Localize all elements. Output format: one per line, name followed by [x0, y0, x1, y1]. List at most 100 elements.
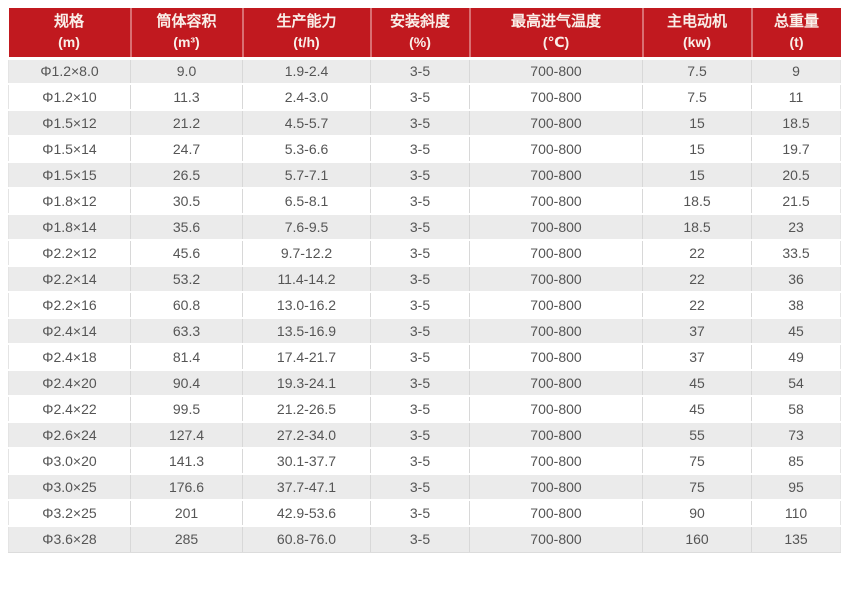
- cell-weight: 58: [751, 395, 841, 422]
- spec-table-body: Φ1.2×8.0 9.0 1.9-2.4 3-5 700-800 7.5 9 Φ1.2×10 1…: [8, 57, 841, 553]
- cell-capacity: 17.4-21.7: [242, 343, 371, 370]
- cell-motor: 75: [642, 473, 752, 500]
- cell-volume: 35.6: [130, 213, 243, 240]
- cell-capacity: 5.3-6.6: [242, 135, 371, 162]
- cell-capacity: 27.2-34.0: [242, 421, 371, 448]
- cell-volume: 90.4: [130, 369, 243, 396]
- cell-spec: Φ1.8×14: [8, 213, 131, 240]
- table-row: Φ2.2×12 45.6 9.7-12.2 3-5 700-800 22 33.5: [8, 239, 841, 266]
- cell-weight: 95: [751, 473, 841, 500]
- table-row: Φ1.2×10 11.3 2.4-3.0 3-5 700-800 7.5 11: [8, 83, 841, 110]
- cell-capacity: 60.8-76.0: [242, 525, 371, 553]
- cell-motor: 45: [642, 369, 752, 396]
- header-title: 总重量: [773, 12, 819, 30]
- cell-motor: 15: [642, 161, 752, 188]
- cell-capacity: 11.4-14.2: [242, 265, 371, 292]
- cell-weight: 33.5: [751, 239, 841, 266]
- header-unit: (℃): [542, 33, 570, 50]
- table-row: Φ1.5×15 26.5 5.7-7.1 3-5 700-800 15 20.5: [8, 161, 841, 188]
- cell-temperature: 700-800: [469, 83, 643, 110]
- cell-slope: 3-5: [370, 83, 470, 110]
- cell-weight: 20.5: [751, 161, 841, 188]
- table-row: Φ2.4×14 63.3 13.5-16.9 3-5 700-800 37 45: [8, 317, 841, 344]
- cell-spec: Φ3.2×25: [8, 499, 131, 526]
- cell-capacity: 4.5-5.7: [242, 109, 371, 136]
- table-row: Φ1.5×14 24.7 5.3-6.6 3-5 700-800 15 19.7: [8, 135, 841, 162]
- cell-slope: 3-5: [370, 239, 470, 266]
- cell-spec: Φ3.6×28: [8, 525, 131, 553]
- cell-spec: Φ3.0×25: [8, 473, 131, 500]
- cell-motor: 18.5: [642, 187, 752, 214]
- cell-capacity: 7.6-9.5: [242, 213, 371, 240]
- cell-spec: Φ2.4×14: [8, 317, 131, 344]
- cell-motor: 15: [642, 135, 752, 162]
- cell-weight: 110: [751, 499, 841, 526]
- table-row: Φ1.5×12 21.2 4.5-5.7 3-5 700-800 15 18.5: [8, 109, 841, 136]
- spec-table: 规格 (m) 筒体容积 (m³) 生产能力 (t/h) 安装斜度 (%) 最高进…: [8, 8, 841, 553]
- cell-temperature: 700-800: [469, 187, 643, 214]
- header-title: 安装斜度: [389, 12, 450, 30]
- cell-motor: 75: [642, 447, 752, 474]
- cell-capacity: 6.5-8.1: [242, 187, 371, 214]
- cell-volume: 11.3: [130, 83, 243, 110]
- cell-capacity: 37.7-47.1: [242, 473, 371, 500]
- cell-temperature: 700-800: [469, 499, 643, 526]
- cell-capacity: 13.0-16.2: [242, 291, 371, 318]
- table-row: Φ2.2×16 60.8 13.0-16.2 3-5 700-800 22 38: [8, 291, 841, 318]
- cell-weight: 38: [751, 291, 841, 318]
- cell-weight: 9: [751, 57, 841, 84]
- header-title: 生产能力: [276, 12, 337, 30]
- header-unit: (t): [789, 33, 804, 50]
- table-row: Φ3.0×25 176.6 37.7-47.1 3-5 700-800 75 95: [8, 473, 841, 500]
- cell-motor: 160: [642, 525, 752, 553]
- table-row: Φ3.2×25 201 42.9-53.6 3-5 700-800 90 110: [8, 499, 841, 526]
- cell-volume: 9.0: [130, 57, 243, 84]
- cell-temperature: 700-800: [469, 213, 643, 240]
- cell-temperature: 700-800: [469, 57, 643, 84]
- cell-temperature: 700-800: [469, 447, 643, 474]
- cell-capacity: 5.7-7.1: [242, 161, 371, 188]
- cell-slope: 3-5: [370, 525, 470, 553]
- cell-spec: Φ1.8×12: [8, 187, 131, 214]
- cell-temperature: 700-800: [469, 135, 643, 162]
- cell-weight: 135: [751, 525, 841, 553]
- cell-spec: Φ1.5×15: [8, 161, 131, 188]
- cell-spec: Φ2.2×16: [8, 291, 131, 318]
- cell-slope: 3-5: [370, 213, 470, 240]
- table-row: Φ1.2×8.0 9.0 1.9-2.4 3-5 700-800 7.5 9: [8, 57, 841, 84]
- cell-temperature: 700-800: [469, 395, 643, 422]
- cell-weight: 45: [751, 317, 841, 344]
- table-row: Φ2.4×22 99.5 21.2-26.5 3-5 700-800 45 58: [8, 395, 841, 422]
- cell-spec: Φ2.4×20: [8, 369, 131, 396]
- table-row: Φ1.8×14 35.6 7.6-9.5 3-5 700-800 18.5 23: [8, 213, 841, 240]
- cell-volume: 26.5: [130, 161, 243, 188]
- cell-motor: 7.5: [642, 83, 752, 110]
- header-cell-volume: 筒体容积 (m³): [130, 8, 244, 60]
- table-row: Φ3.0×20 141.3 30.1-37.7 3-5 700-800 75 85: [8, 447, 841, 474]
- cell-spec: Φ1.2×10: [8, 83, 131, 110]
- cell-temperature: 700-800: [469, 291, 643, 318]
- cell-slope: 3-5: [370, 187, 470, 214]
- cell-capacity: 42.9-53.6: [242, 499, 371, 526]
- cell-volume: 24.7: [130, 135, 243, 162]
- cell-temperature: 700-800: [469, 369, 643, 396]
- cell-capacity: 30.1-37.7: [242, 447, 371, 474]
- header-unit: (t/h): [293, 33, 320, 50]
- header-title: 最高进气温度: [510, 12, 601, 30]
- table-row: Φ2.4×20 90.4 19.3-24.1 3-5 700-800 45 54: [8, 369, 841, 396]
- cell-slope: 3-5: [370, 57, 470, 84]
- cell-capacity: 21.2-26.5: [242, 395, 371, 422]
- cell-slope: 3-5: [370, 317, 470, 344]
- cell-weight: 21.5: [751, 187, 841, 214]
- cell-weight: 49: [751, 343, 841, 370]
- header-unit: (kw): [683, 33, 711, 50]
- header-row: 规格 (m) 筒体容积 (m³) 生产能力 (t/h) 安装斜度 (%) 最高进…: [8, 8, 841, 60]
- cell-slope: 3-5: [370, 499, 470, 526]
- cell-capacity: 9.7-12.2: [242, 239, 371, 266]
- cell-weight: 11: [751, 83, 841, 110]
- cell-volume: 99.5: [130, 395, 243, 422]
- cell-temperature: 700-800: [469, 161, 643, 188]
- cell-motor: 15: [642, 109, 752, 136]
- cell-weight: 19.7: [751, 135, 841, 162]
